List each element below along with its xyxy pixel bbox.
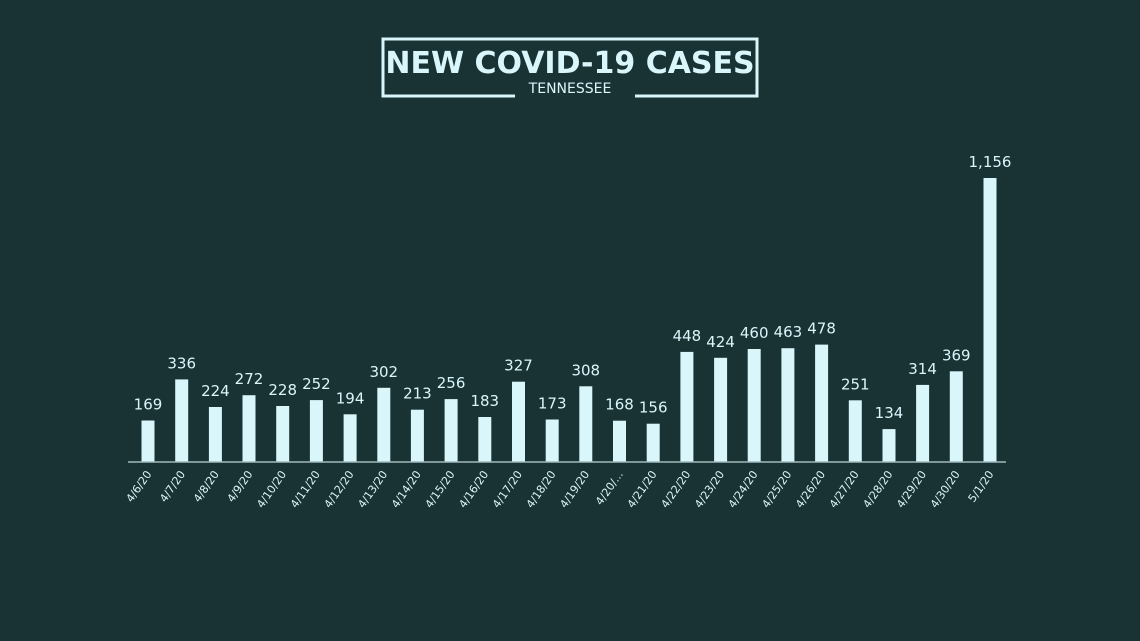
bar xyxy=(882,429,896,462)
value-label: 478 xyxy=(807,320,836,338)
bar xyxy=(545,419,559,462)
tick-label: 4/29/20 xyxy=(894,468,929,510)
tick-label: 4/6/20 xyxy=(124,468,155,504)
tick-label: 4/11/20 xyxy=(288,468,323,510)
value-label: 224 xyxy=(201,382,230,400)
bar xyxy=(747,349,761,462)
bar xyxy=(343,414,357,462)
tick-label: 4/12/20 xyxy=(322,468,357,510)
value-label: 256 xyxy=(437,374,466,392)
value-label: 369 xyxy=(942,346,971,364)
title-frame-border xyxy=(381,37,759,98)
value-label: 183 xyxy=(470,392,499,410)
value-label: 194 xyxy=(336,389,365,407)
value-label: 173 xyxy=(538,395,567,413)
value-label: 308 xyxy=(571,361,600,379)
bar xyxy=(175,379,189,462)
tick-label: 4/25/20 xyxy=(759,468,794,510)
bar xyxy=(848,400,862,462)
tick-label: 4/21/20 xyxy=(625,468,660,510)
chart-title: NEW COVID-19 CASES xyxy=(385,46,754,81)
bar xyxy=(377,387,391,462)
bar xyxy=(309,400,323,462)
tick-label: 5/1/20 xyxy=(966,468,997,504)
tick-label: 4/30/20 xyxy=(928,468,963,510)
bar xyxy=(242,395,256,462)
value-label: 336 xyxy=(167,354,196,372)
bar xyxy=(478,417,492,462)
bar xyxy=(916,384,930,462)
value-label: 156 xyxy=(639,399,668,417)
bar xyxy=(781,348,795,462)
bar xyxy=(949,371,963,462)
value-label: 314 xyxy=(908,360,937,378)
bar xyxy=(680,351,694,462)
tick-label: 4/15/20 xyxy=(423,468,458,510)
value-label: 169 xyxy=(134,396,163,414)
bars-group xyxy=(141,178,997,462)
value-label: 1,156 xyxy=(969,153,1012,171)
value-label: 460 xyxy=(740,324,769,342)
bar xyxy=(141,420,155,462)
tick-label: 4/8/20 xyxy=(191,468,222,504)
tick-label: 4/24/20 xyxy=(726,468,761,510)
value-label: 302 xyxy=(369,363,398,381)
bar xyxy=(276,406,290,462)
value-label: 448 xyxy=(673,327,702,345)
bar xyxy=(579,386,593,462)
tick-label: 4/28/20 xyxy=(860,468,895,510)
tick-label: 4/18/20 xyxy=(524,468,559,510)
tick-labels-group: 4/6/20 4/7/20 4/8/20 4/9/204/10/204/11/204/… xyxy=(124,468,997,510)
bar xyxy=(512,381,525,462)
tick-label: 4/9/20 xyxy=(225,468,256,504)
bar xyxy=(646,423,660,462)
value-label: 251 xyxy=(841,375,870,393)
value-label: 327 xyxy=(504,357,533,375)
value-label: 134 xyxy=(875,404,904,422)
title-frame: NEW COVID-19 CASES TENNESSEE xyxy=(381,37,759,98)
tick-label: 4/13/20 xyxy=(355,468,390,510)
value-label: 424 xyxy=(706,333,735,351)
tick-label: 4/27/20 xyxy=(827,468,862,510)
value-label: 272 xyxy=(235,370,264,388)
tick-label: 4/23/20 xyxy=(692,468,727,510)
bar xyxy=(444,399,458,462)
bar xyxy=(815,344,829,462)
tick-label: 4/7/20 xyxy=(157,468,188,504)
tick-label: 4/19/20 xyxy=(557,468,592,510)
value-label: 463 xyxy=(774,323,803,341)
tick-label: 4/26/20 xyxy=(793,468,828,510)
bar xyxy=(714,357,728,462)
bar xyxy=(208,407,222,462)
tick-label: 4/14/20 xyxy=(389,468,424,510)
tick-label: 4/22/20 xyxy=(658,468,693,510)
tick-label: 4/16/20 xyxy=(456,468,491,510)
tick-label: 4/10/20 xyxy=(254,468,289,510)
value-label: 228 xyxy=(268,381,297,399)
bar xyxy=(613,420,626,462)
value-label: 252 xyxy=(302,375,331,393)
tick-label: 4/20/... xyxy=(593,468,626,507)
value-label: 213 xyxy=(403,385,432,403)
bar xyxy=(410,409,424,462)
value-label: 168 xyxy=(605,396,634,414)
tick-label: 4/17/20 xyxy=(490,468,525,510)
bar xyxy=(983,178,997,462)
chart-subtitle: TENNESSEE xyxy=(528,81,612,97)
